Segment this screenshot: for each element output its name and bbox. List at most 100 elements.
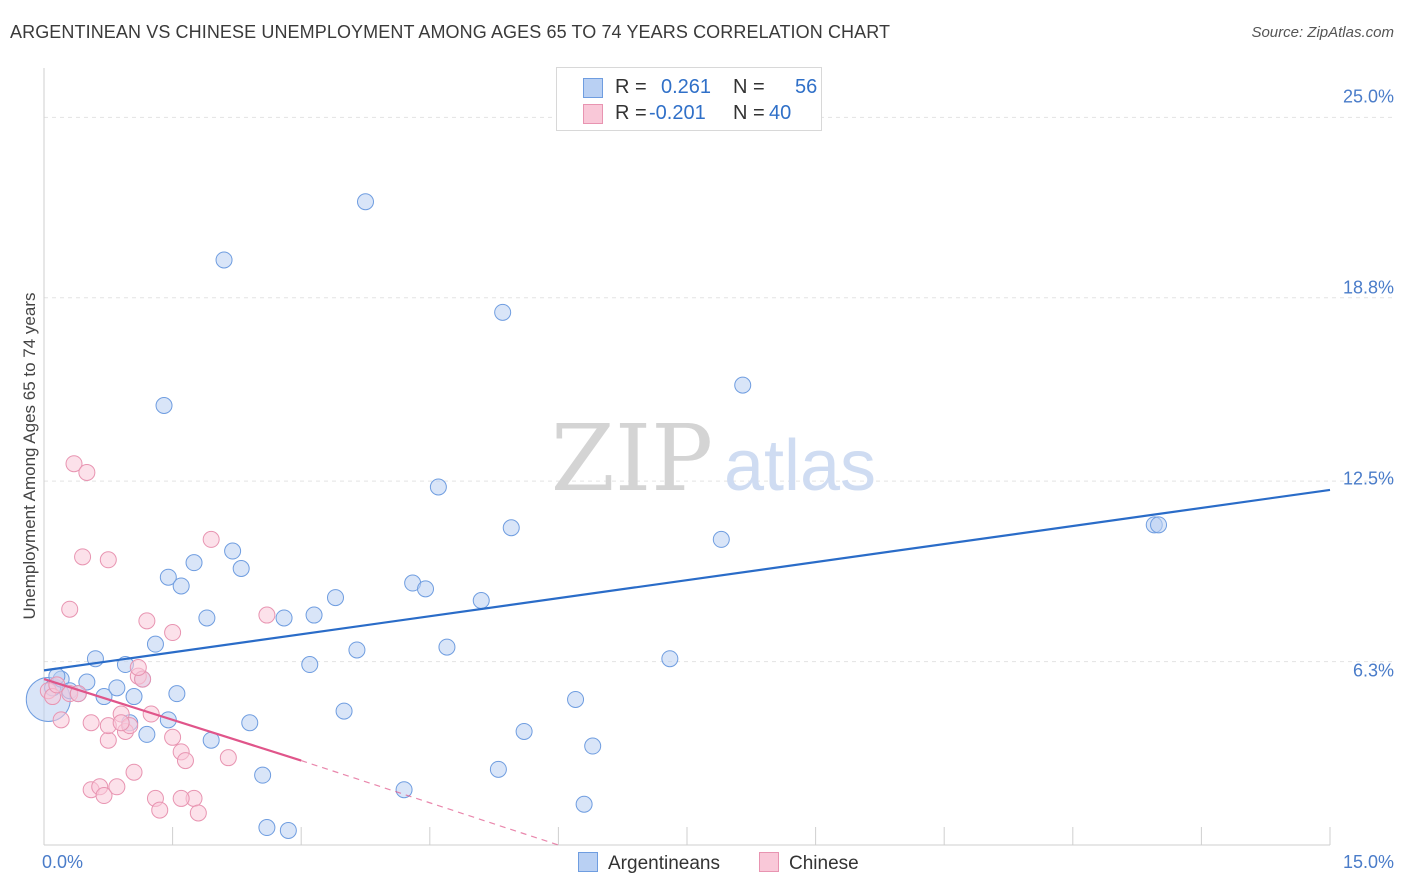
argentinean-point xyxy=(146,635,164,653)
argentinean-point xyxy=(78,673,96,691)
bottom-legend-swatch-chinese xyxy=(759,852,779,872)
argentinean-point xyxy=(125,688,143,706)
y-tick-label-12-5: 12.5% xyxy=(1342,468,1394,489)
chinese-point xyxy=(189,804,207,822)
argentinean-point xyxy=(348,641,366,659)
argentinean-point xyxy=(185,554,203,572)
argentinean-point xyxy=(254,766,272,784)
bottom-legend-argentineans: Argentineans xyxy=(578,852,720,875)
argentinean-point xyxy=(172,577,190,595)
chinese-point xyxy=(108,778,126,796)
chinese-point xyxy=(138,612,156,630)
argentinean-point xyxy=(438,638,456,656)
legend-n-value: 56 xyxy=(795,76,818,98)
argentinean-point xyxy=(515,722,533,740)
chinese-point xyxy=(172,789,190,807)
argentinean-point xyxy=(215,251,233,269)
source-label: Source: ZipAtlas.com xyxy=(1251,24,1394,41)
legend-swatch-chinese xyxy=(583,104,603,124)
y-tick-label-6-3: 6.3% xyxy=(1352,660,1394,681)
watermark-atlas: atlas xyxy=(724,426,876,506)
chinese-point xyxy=(99,731,117,749)
argentinean-point xyxy=(712,530,730,548)
legend-swatch-argentineans xyxy=(583,78,603,98)
argentinean-point xyxy=(472,592,490,610)
bottom-legend-label: Argentineans xyxy=(608,853,720,874)
chinese-point xyxy=(78,463,96,481)
argentinean-point xyxy=(224,542,242,560)
argentinean-point xyxy=(417,580,435,598)
y-tick-label-25: 25.0% xyxy=(1342,86,1394,107)
data-points xyxy=(25,193,1168,839)
argentinean-point xyxy=(301,656,319,674)
argentinean-point xyxy=(502,519,520,537)
argentinean-point xyxy=(159,568,177,586)
chinese-trend-extension xyxy=(301,760,559,846)
legend-r-value: -0.201 xyxy=(649,102,706,124)
argentinean-point xyxy=(275,609,293,627)
trend-lines xyxy=(43,488,1331,846)
x-tick-label-min: 0.0% xyxy=(42,852,84,872)
argentinean-point xyxy=(326,589,344,607)
argentinean-trend-line xyxy=(43,488,1331,672)
argentinean-point xyxy=(567,690,585,708)
argentinean-point xyxy=(494,303,512,321)
correlation-legend: R = 0.261 N = 56 R = -0.201 N = 40 xyxy=(556,67,822,131)
chinese-point xyxy=(99,551,117,569)
chinese-point xyxy=(125,763,143,781)
chinese-point xyxy=(219,749,237,767)
chinese-trend-line xyxy=(43,678,302,762)
argentinean-point xyxy=(661,650,679,668)
argentinean-point xyxy=(168,685,186,703)
chinese-point xyxy=(112,714,130,732)
chinese-point xyxy=(151,801,169,819)
argentinean-point xyxy=(198,609,216,627)
chinese-point xyxy=(82,714,100,732)
chinese-point xyxy=(176,752,194,770)
chinese-point xyxy=(164,624,182,642)
argentinean-point xyxy=(138,725,156,743)
argentinean-point xyxy=(108,679,126,697)
watermark-zip: ZIP xyxy=(551,405,713,512)
legend-r-value: 0.261 xyxy=(661,76,712,98)
chinese-point xyxy=(52,711,70,729)
chinese-point xyxy=(129,658,147,676)
watermark: ZIP atlas xyxy=(551,405,876,512)
y-tick-label-18-8: 18.8% xyxy=(1342,277,1394,298)
chinese-point xyxy=(61,600,79,618)
argentinean-point xyxy=(357,193,374,211)
chinese-point xyxy=(258,606,276,624)
chinese-point xyxy=(65,455,83,473)
argentinean-point xyxy=(241,714,259,732)
grid-lines xyxy=(44,116,1392,663)
argentinean-point xyxy=(159,711,177,729)
argentinean-point xyxy=(258,819,276,837)
chart-title: ARGENTINEAN VS CHINESE UNEMPLOYMENT AMON… xyxy=(10,22,891,42)
argentinean-point xyxy=(575,795,593,813)
x-tick-label-max: 15.0% xyxy=(1342,852,1394,872)
legend-n-label: N = xyxy=(733,102,765,124)
chinese-point xyxy=(164,728,182,746)
chinese-point xyxy=(202,530,220,548)
argentinean-point xyxy=(305,606,323,624)
argentinean-point xyxy=(1150,516,1168,534)
bottom-legend-chinese: Chinese xyxy=(759,852,859,875)
argentinean-point xyxy=(584,737,602,755)
legend-n-value: 40 xyxy=(769,102,792,124)
chinese-point xyxy=(95,787,113,805)
bottom-legend-swatch-argentineans xyxy=(578,852,598,872)
legend-r-label: R = xyxy=(615,102,647,124)
argentinean-point xyxy=(489,760,507,778)
legend-r-label: R = xyxy=(615,76,647,98)
legend-n-label: N = xyxy=(733,76,765,98)
y-axis-label: Unemployment Among Ages 65 to 74 years xyxy=(20,292,39,620)
argentinean-point xyxy=(429,478,447,496)
argentinean-point xyxy=(232,559,250,577)
argentinean-point xyxy=(335,702,353,720)
argentinean-point xyxy=(155,396,173,414)
bottom-legend-label: Chinese xyxy=(789,853,859,874)
chinese-point xyxy=(74,548,92,566)
argentinean-point xyxy=(279,821,297,839)
argentinean-point xyxy=(734,376,752,394)
